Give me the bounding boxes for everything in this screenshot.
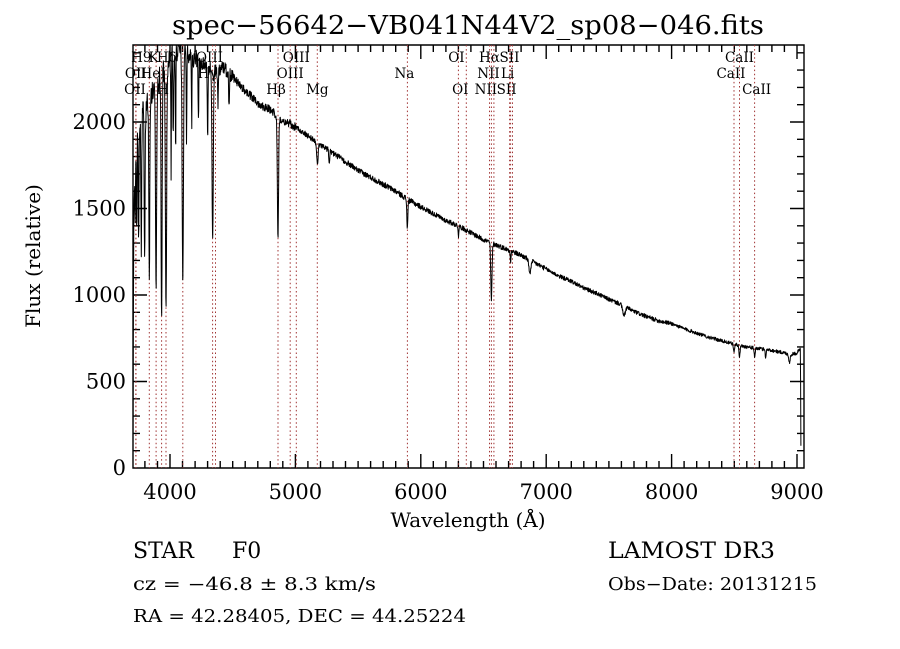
y-tick-label: 1000 [73,283,126,307]
spectral-line-label: Na [394,66,414,82]
spectral-line-label: SII [500,50,520,66]
y-tick-label: 500 [86,370,126,394]
y-tick-label: 2000 [73,110,126,134]
y-axis-title: Flux (relative) [21,184,45,328]
spectral-line-label: Hβ [266,82,286,98]
spectral-line-label: SII [497,82,517,98]
x-tick-label: 4000 [143,480,196,504]
spectral-line-label: CaII [742,82,771,98]
spectrum-curve-group [133,45,802,448]
survey-release-label: LAMOST DR3 [608,539,775,564]
spectral-line-markers [135,45,756,468]
cz-value-label: cz = −46.8 ± 8.3 km/s [133,575,376,595]
x-tick-label: 8000 [645,480,698,504]
x-tick-label: 5000 [269,480,322,504]
spectral-line-label: OIII [277,66,304,82]
plot-title: spec−56642−VB041N44V2_sp08−046.fits [172,11,764,41]
spectral-line-label: OI [448,50,464,66]
spectral-line-label: Mg [306,82,329,98]
spectral-line-label: NII [477,66,499,82]
spectral-line-label: OII [125,66,147,82]
spectral-line-label: HeI [141,66,166,82]
y-tick-label: 0 [113,456,126,480]
x-tick-label: 9000 [770,480,823,504]
spectral-line-label: H9 [131,50,151,66]
object-subclass-label: F0 [232,539,261,564]
spectral-line-label: CaII [725,50,754,66]
spectral-line-label: K [149,50,160,66]
spectral-line-label: OI [452,82,468,98]
axes-frame [132,44,805,469]
spectral-line-label: Hγ [198,66,218,82]
spectral-line-label: OII [124,82,146,98]
tick-labels: 4000 5000 6000 7000 8000 9000 0 500 1000 1500 2000 [73,110,824,504]
spectral-line-label: Hα [479,50,500,66]
x-tick-label: 6000 [394,480,447,504]
obs-date-label: Obs−Date: 20131215 [608,575,817,595]
x-tick-label: 7000 [519,480,572,504]
spectral-line-label: NII [475,82,497,98]
spectrum-curve [133,45,802,448]
spectral-line-label: OIII [283,50,310,66]
axes-ticks [132,44,805,469]
object-class-label: STAR [133,539,195,564]
spectral-line-label: Li [501,66,515,82]
spectral-line-label: CaII [716,66,745,82]
ra-dec-label: RA = 42.28405, DEC = 44.25224 [133,607,466,627]
x-axis-title: Wavelength (Å) [390,507,545,532]
y-tick-label: 1500 [73,197,126,221]
